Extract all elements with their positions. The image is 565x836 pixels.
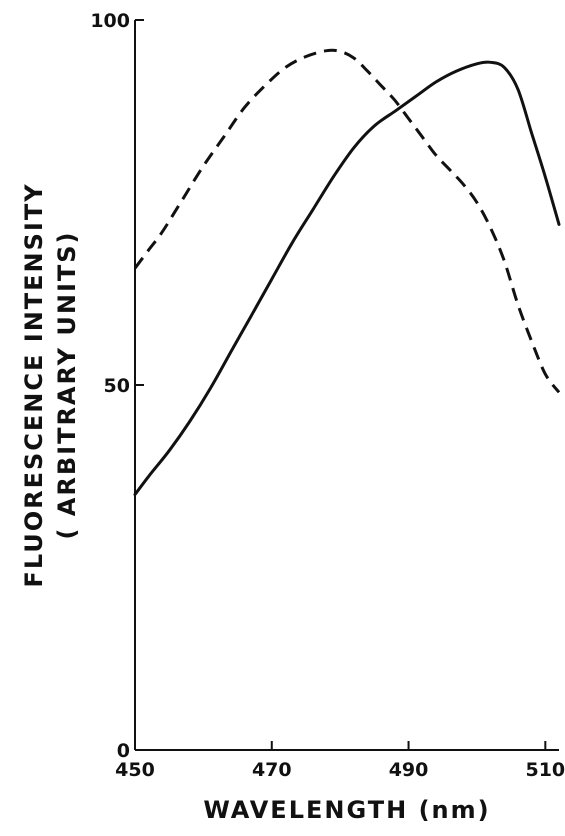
x-tick-label: 510 xyxy=(525,759,565,781)
y-ticks: 0 50 100 xyxy=(90,10,144,762)
solid-series-line xyxy=(133,60,561,496)
dashed-series-line xyxy=(133,48,561,394)
y-axis-title-line2: ( ARBITRARY UNITS) xyxy=(53,230,81,539)
y-tick-label: 100 xyxy=(90,10,130,32)
y-tick-label: 0 xyxy=(117,740,130,762)
x-tick-label: 450 xyxy=(115,759,155,781)
plot-area xyxy=(134,20,559,751)
y-tick-label: 50 xyxy=(104,375,130,397)
y-axis-title-line1: FLUORESCENCE INTENSITY xyxy=(20,182,48,587)
x-ticks: 450 470 490 510 xyxy=(115,741,565,781)
series-layer xyxy=(133,48,561,496)
x-tick-label: 490 xyxy=(389,759,429,781)
x-axis-title: WAVELENGTH (nm) xyxy=(203,796,490,824)
x-tick-label: 470 xyxy=(252,759,292,781)
